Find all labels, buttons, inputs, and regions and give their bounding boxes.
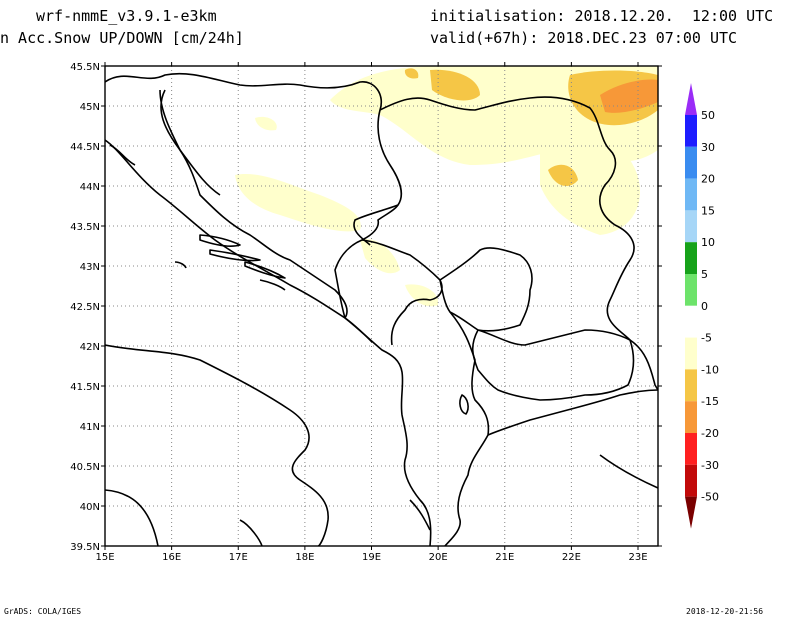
colorbar-label: -5: [701, 332, 712, 345]
colorbar-label: -50: [701, 491, 719, 504]
footer-left: GrADS: COLA/IGES: [4, 607, 82, 616]
axis-ticks: [101, 62, 662, 550]
shade-orange-3: [548, 164, 578, 186]
greece-coast: [599, 454, 658, 489]
colorbar-segment: [685, 464, 697, 497]
colorbar-bottom-arrow: [685, 496, 697, 529]
lat-tick-label: 44.5N: [70, 142, 100, 153]
adriatic-coastline: [105, 139, 432, 546]
colorbar-segment: [685, 369, 697, 402]
shade-dark-orange: [600, 79, 658, 113]
colorbar-label: 30: [701, 141, 715, 154]
north-macedonia-border: [471, 329, 635, 401]
lat-tick-label: 40N: [80, 502, 100, 513]
lat-tick-label: 40.5N: [70, 462, 100, 473]
lon-tick-label: 15E: [95, 552, 114, 563]
shade-light-yellow-west: [235, 174, 361, 232]
colorbar-top-arrow: [685, 83, 697, 115]
footer-right: 2018-12-20-21:56: [686, 607, 764, 616]
lat-tick-label: 42N: [80, 342, 100, 353]
valid-time: valid(+67h): 2018.DEC.23 07:00 UTC: [430, 29, 738, 47]
lon-tick-label: 20E: [429, 552, 448, 563]
lat-tick-label: 39.5N: [70, 542, 100, 553]
lon-tick-label: 18E: [295, 552, 314, 563]
colorbar-segment: [685, 274, 697, 306]
colorbar-label: 5: [701, 268, 708, 281]
lat-tick-label: 43N: [80, 262, 100, 273]
island-3: [244, 261, 286, 279]
colorbar-segment: [685, 146, 697, 179]
colorbar-label: 10: [701, 236, 715, 249]
island-4: [259, 279, 286, 291]
lon-tick-label: 16E: [162, 552, 181, 563]
shade-orange-4: [404, 68, 419, 79]
colorbar: [685, 83, 697, 529]
albania-greece-border: [487, 389, 658, 436]
shade-light-yellow-central: [360, 239, 400, 274]
lon-tick-label: 17E: [229, 552, 248, 563]
island-2: [209, 249, 261, 262]
model-title: wrf-nmmE_v3.9.1-e3km: [36, 7, 217, 25]
shade-orange-1: [430, 69, 480, 101]
colorbar-segment: [685, 305, 697, 338]
colorbar-segment: [685, 115, 697, 147]
colorbar-label: 20: [701, 173, 715, 186]
italy-coast-west: [105, 489, 159, 546]
colorbar-segment: [685, 242, 697, 274]
croatia-border: [105, 72, 402, 246]
island-5: [174, 261, 187, 269]
istria-islands: [109, 144, 136, 166]
lon-tick-label: 19E: [362, 552, 381, 563]
colorbar-label: 50: [701, 109, 715, 122]
colorbar-segment: [685, 433, 697, 465]
lat-tick-label: 42.5N: [70, 302, 100, 313]
bosnia-border: [160, 89, 348, 319]
latitude-labels: 45.5N 45N 44.5N 44N 43.5N 43N 42.5N 42N 41.5N 41N…: [70, 62, 100, 553]
lat-tick-label: 43.5N: [70, 222, 100, 233]
colorbar-label: 0: [701, 300, 708, 313]
colorbar-segment: [685, 337, 697, 370]
lat-tick-label: 45N: [80, 102, 100, 113]
lon-tick-label: 22E: [562, 552, 581, 563]
italy-coast: [105, 344, 329, 546]
greece-coast-2: [409, 499, 431, 531]
colorbar-label: -20: [701, 427, 719, 440]
colorbar-label: 15: [701, 204, 715, 217]
montenegro-coast: [344, 317, 373, 343]
kosovo-border: [439, 247, 533, 332]
greece-bulgaria-border: [629, 339, 658, 391]
shade-light-yellow-small: [405, 284, 439, 307]
field-title: n Acc.Snow UP/DOWN [cm/24h]: [0, 29, 244, 47]
colorbar-segment: [685, 401, 697, 433]
lat-lon-grid: [105, 66, 658, 546]
serbia-east-border: [379, 96, 635, 341]
lon-tick-label: 23E: [628, 552, 647, 563]
shade-light-yellow-east: [540, 143, 640, 235]
longitude-labels: 15E 16E 17E 18E 19E 20E 21E 22E 23E: [95, 552, 647, 563]
albania-north-macedonia-border: [444, 311, 490, 546]
lon-tick-label: 21E: [495, 552, 514, 563]
colorbar-label: -15: [701, 395, 719, 408]
colorbar-label: -10: [701, 363, 719, 376]
lat-tick-label: 44N: [80, 182, 100, 193]
borders-coastlines: [105, 72, 658, 546]
colorbar-segment: [685, 178, 697, 211]
snow-shading: [235, 66, 658, 307]
colorbar-segment: [685, 210, 697, 243]
lat-tick-label: 45.5N: [70, 62, 100, 73]
initialisation-time: initialisation: 2018.12.20. 12:00 UTC: [430, 7, 774, 25]
colorbar-label: -30: [701, 459, 719, 472]
island-1: [199, 234, 241, 247]
ohrid-lake: [459, 394, 469, 415]
shade-light-yellow-nw: [255, 116, 277, 131]
lat-tick-label: 41N: [80, 422, 100, 433]
montenegro-border: [361, 239, 443, 346]
lat-tick-label: 41.5N: [70, 382, 100, 393]
italy-heel: [239, 519, 263, 546]
